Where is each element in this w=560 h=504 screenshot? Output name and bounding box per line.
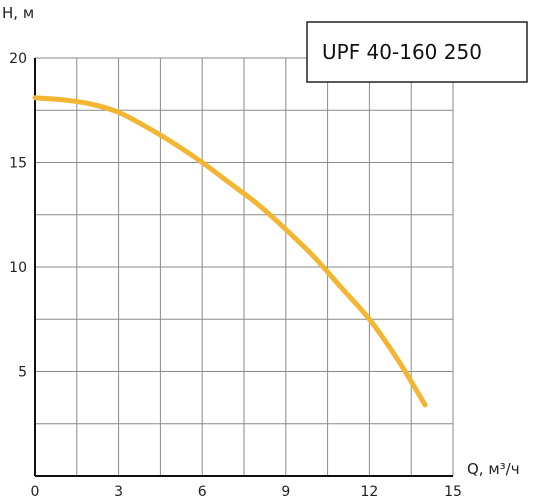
y-tick-label: 10	[9, 260, 27, 276]
axes	[34, 58, 453, 477]
x-tick-label: 6	[198, 484, 207, 500]
x-tick-label: 0	[31, 484, 40, 500]
grid	[35, 57, 454, 476]
y-axis-label: H, м	[2, 4, 34, 22]
series-layer	[32, 95, 428, 408]
x-tick-label: 3	[114, 484, 123, 500]
legend-title: UPF 40-160 250	[322, 40, 482, 64]
legend-frame	[306, 21, 528, 83]
y-tick-label: 15	[9, 156, 27, 172]
tick-labels: 0 3 6 9 12 15 5 10 15 20	[9, 51, 462, 500]
x-tick-label: 15	[444, 484, 462, 500]
x-axis-label: Q, м³/ч	[467, 460, 520, 478]
pump-curve-line	[32, 95, 428, 408]
y-tick-label: 5	[18, 365, 27, 381]
legend-box: UPF 40-160 250	[306, 21, 528, 83]
y-tick-label: 20	[9, 51, 27, 67]
x-tick-label: 9	[281, 484, 290, 500]
x-tick-label: 12	[360, 484, 378, 500]
